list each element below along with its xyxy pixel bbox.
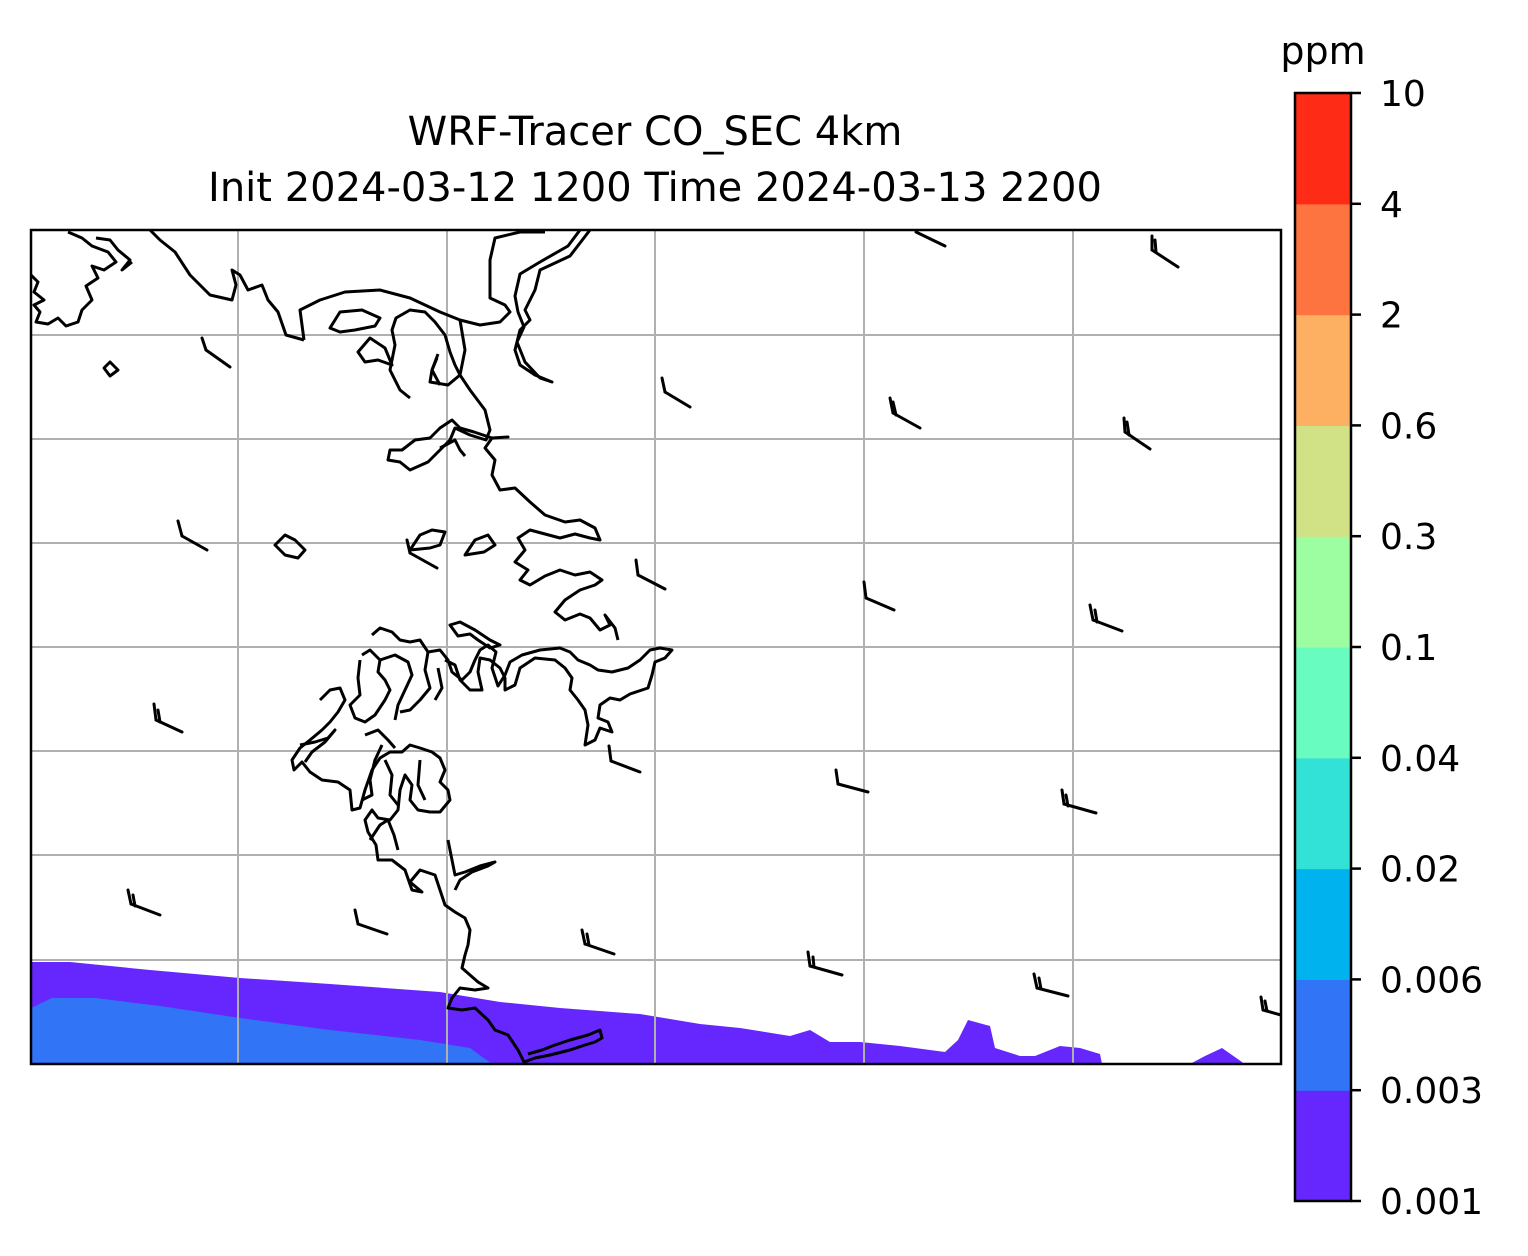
- wind-barb: [580, 928, 616, 956]
- colorbar-tick-label: 0.1: [1380, 628, 1437, 669]
- colorbar-tick-label: 0.02: [1380, 850, 1460, 891]
- map-frame: [29, 228, 1283, 1066]
- colorbar-tick-label: 0.04: [1380, 739, 1460, 780]
- wind-barb: [834, 768, 870, 794]
- coastlines: [31, 230, 674, 1064]
- concentration-0.003-0.006: [31, 998, 492, 1064]
- colorbar-tick-label: 0.001: [1380, 1182, 1483, 1223]
- colorbar-tick-label: 0.006: [1380, 960, 1483, 1001]
- colorbar-segment: [1295, 757, 1351, 870]
- concentration-0.001-0.003-small: [1190, 1048, 1244, 1064]
- wind-barb: [1150, 234, 1180, 269]
- wind-barb: [634, 558, 667, 591]
- wind-barb: [1088, 603, 1124, 633]
- colorbar-segment: [1295, 425, 1351, 537]
- wind-barb: [1060, 788, 1098, 815]
- wind-barb: [353, 908, 389, 936]
- wind-barb: [914, 230, 947, 248]
- colorbar-segment: [1295, 1090, 1351, 1202]
- colorbar-units: ppm: [1280, 29, 1365, 73]
- colorbar-tick-label: 0.003: [1380, 1071, 1483, 1112]
- title-line-1: WRF-Tracer CO_SEC 4km: [407, 109, 903, 155]
- colorbar-tick-label: 0.6: [1380, 406, 1437, 447]
- wind-barb: [152, 702, 184, 734]
- gridlines: [31, 230, 1281, 1064]
- wind-barb: [1122, 416, 1152, 451]
- colorbar-tick-label: 10: [1380, 74, 1426, 115]
- colorbar-tick-label: 2: [1380, 296, 1403, 337]
- colorbar-segment: [1295, 93, 1351, 205]
- wind-barb: [200, 336, 232, 369]
- colorbar: 0.001 0.003 0.006 0.02 0.04 0.1 0.3 0.6 2 4 10 ppm: [1280, 29, 1483, 1223]
- wind-barb: [1032, 972, 1070, 998]
- map-panel: [31, 230, 1281, 1064]
- colorbar-segment: [1295, 979, 1351, 1091]
- wind-barb: [660, 376, 692, 409]
- wind-barb: [806, 950, 844, 977]
- title-line-2: Init 2024-03-12 1200 Time 2024-03-13 220…: [208, 165, 1102, 211]
- wind-barb: [126, 888, 162, 917]
- colorbar-tick-label: 0.3: [1380, 517, 1437, 558]
- colorbar-segment: [1295, 647, 1351, 759]
- colorbar-segment: [1295, 536, 1351, 648]
- wind-barb: [888, 396, 922, 430]
- colorbar-segment: [1295, 314, 1351, 426]
- wind-barb: [1259, 995, 1281, 1017]
- colorbar-tick-label: 4: [1380, 185, 1403, 226]
- wind-barb: [862, 580, 896, 612]
- map-title: WRF-Tracer CO_SEC 4km Init 2024-03-12 12…: [30, 104, 1280, 216]
- colorbar-segment: [1295, 868, 1351, 980]
- wind-barb: [405, 538, 439, 570]
- wind-barb: [607, 744, 642, 774]
- wind-barbs: [126, 230, 1281, 1017]
- wind-barb: [176, 519, 209, 552]
- colorbar-segment: [1295, 203, 1351, 316]
